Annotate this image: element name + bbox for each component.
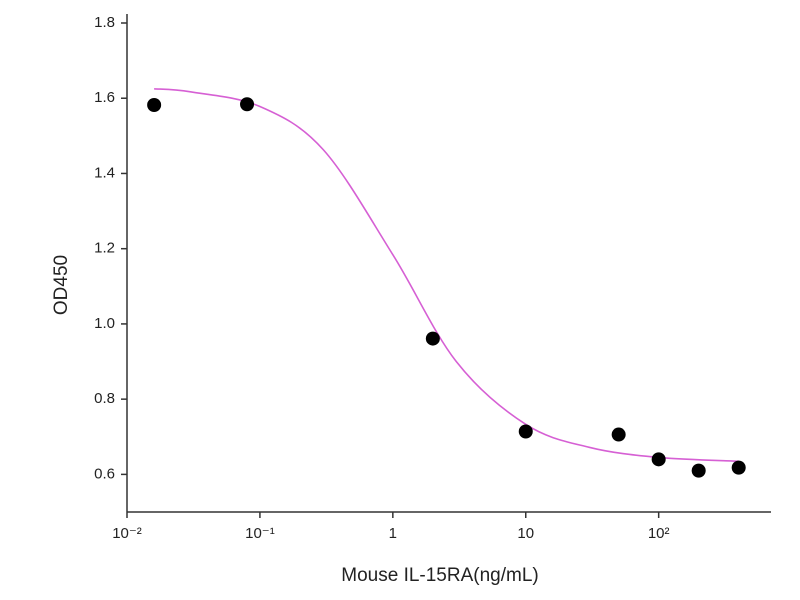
data-point <box>611 427 626 442</box>
fit-curve <box>154 88 739 463</box>
data-point <box>425 331 440 346</box>
x-tick-label: 10⁻¹ <box>245 525 275 542</box>
x-tick-label: 10² <box>648 525 670 542</box>
x-tick-label: 10⁻² <box>112 525 142 542</box>
y-axis-title: OD450 <box>51 255 72 315</box>
data-point <box>651 452 666 467</box>
x-axis-title: Mouse IL-15RA(ng/mL) <box>341 565 538 586</box>
data-point <box>147 98 162 113</box>
x-tick-label: 10 <box>517 525 534 542</box>
x-tick-label: 1 <box>389 525 397 542</box>
y-tick-label: 1.4 <box>94 164 115 181</box>
y-tick-label: 0.6 <box>94 465 115 482</box>
data-point <box>240 97 255 112</box>
data-point <box>518 424 533 439</box>
data-point <box>691 463 706 478</box>
y-tick-label: 1.8 <box>94 14 115 31</box>
data-point <box>731 460 746 475</box>
y-tick-label: 0.8 <box>94 390 115 407</box>
y-tick-label: 1.6 <box>94 89 115 106</box>
y-tick-label: 1.0 <box>94 315 115 332</box>
y-tick-label: 1.2 <box>94 240 115 257</box>
